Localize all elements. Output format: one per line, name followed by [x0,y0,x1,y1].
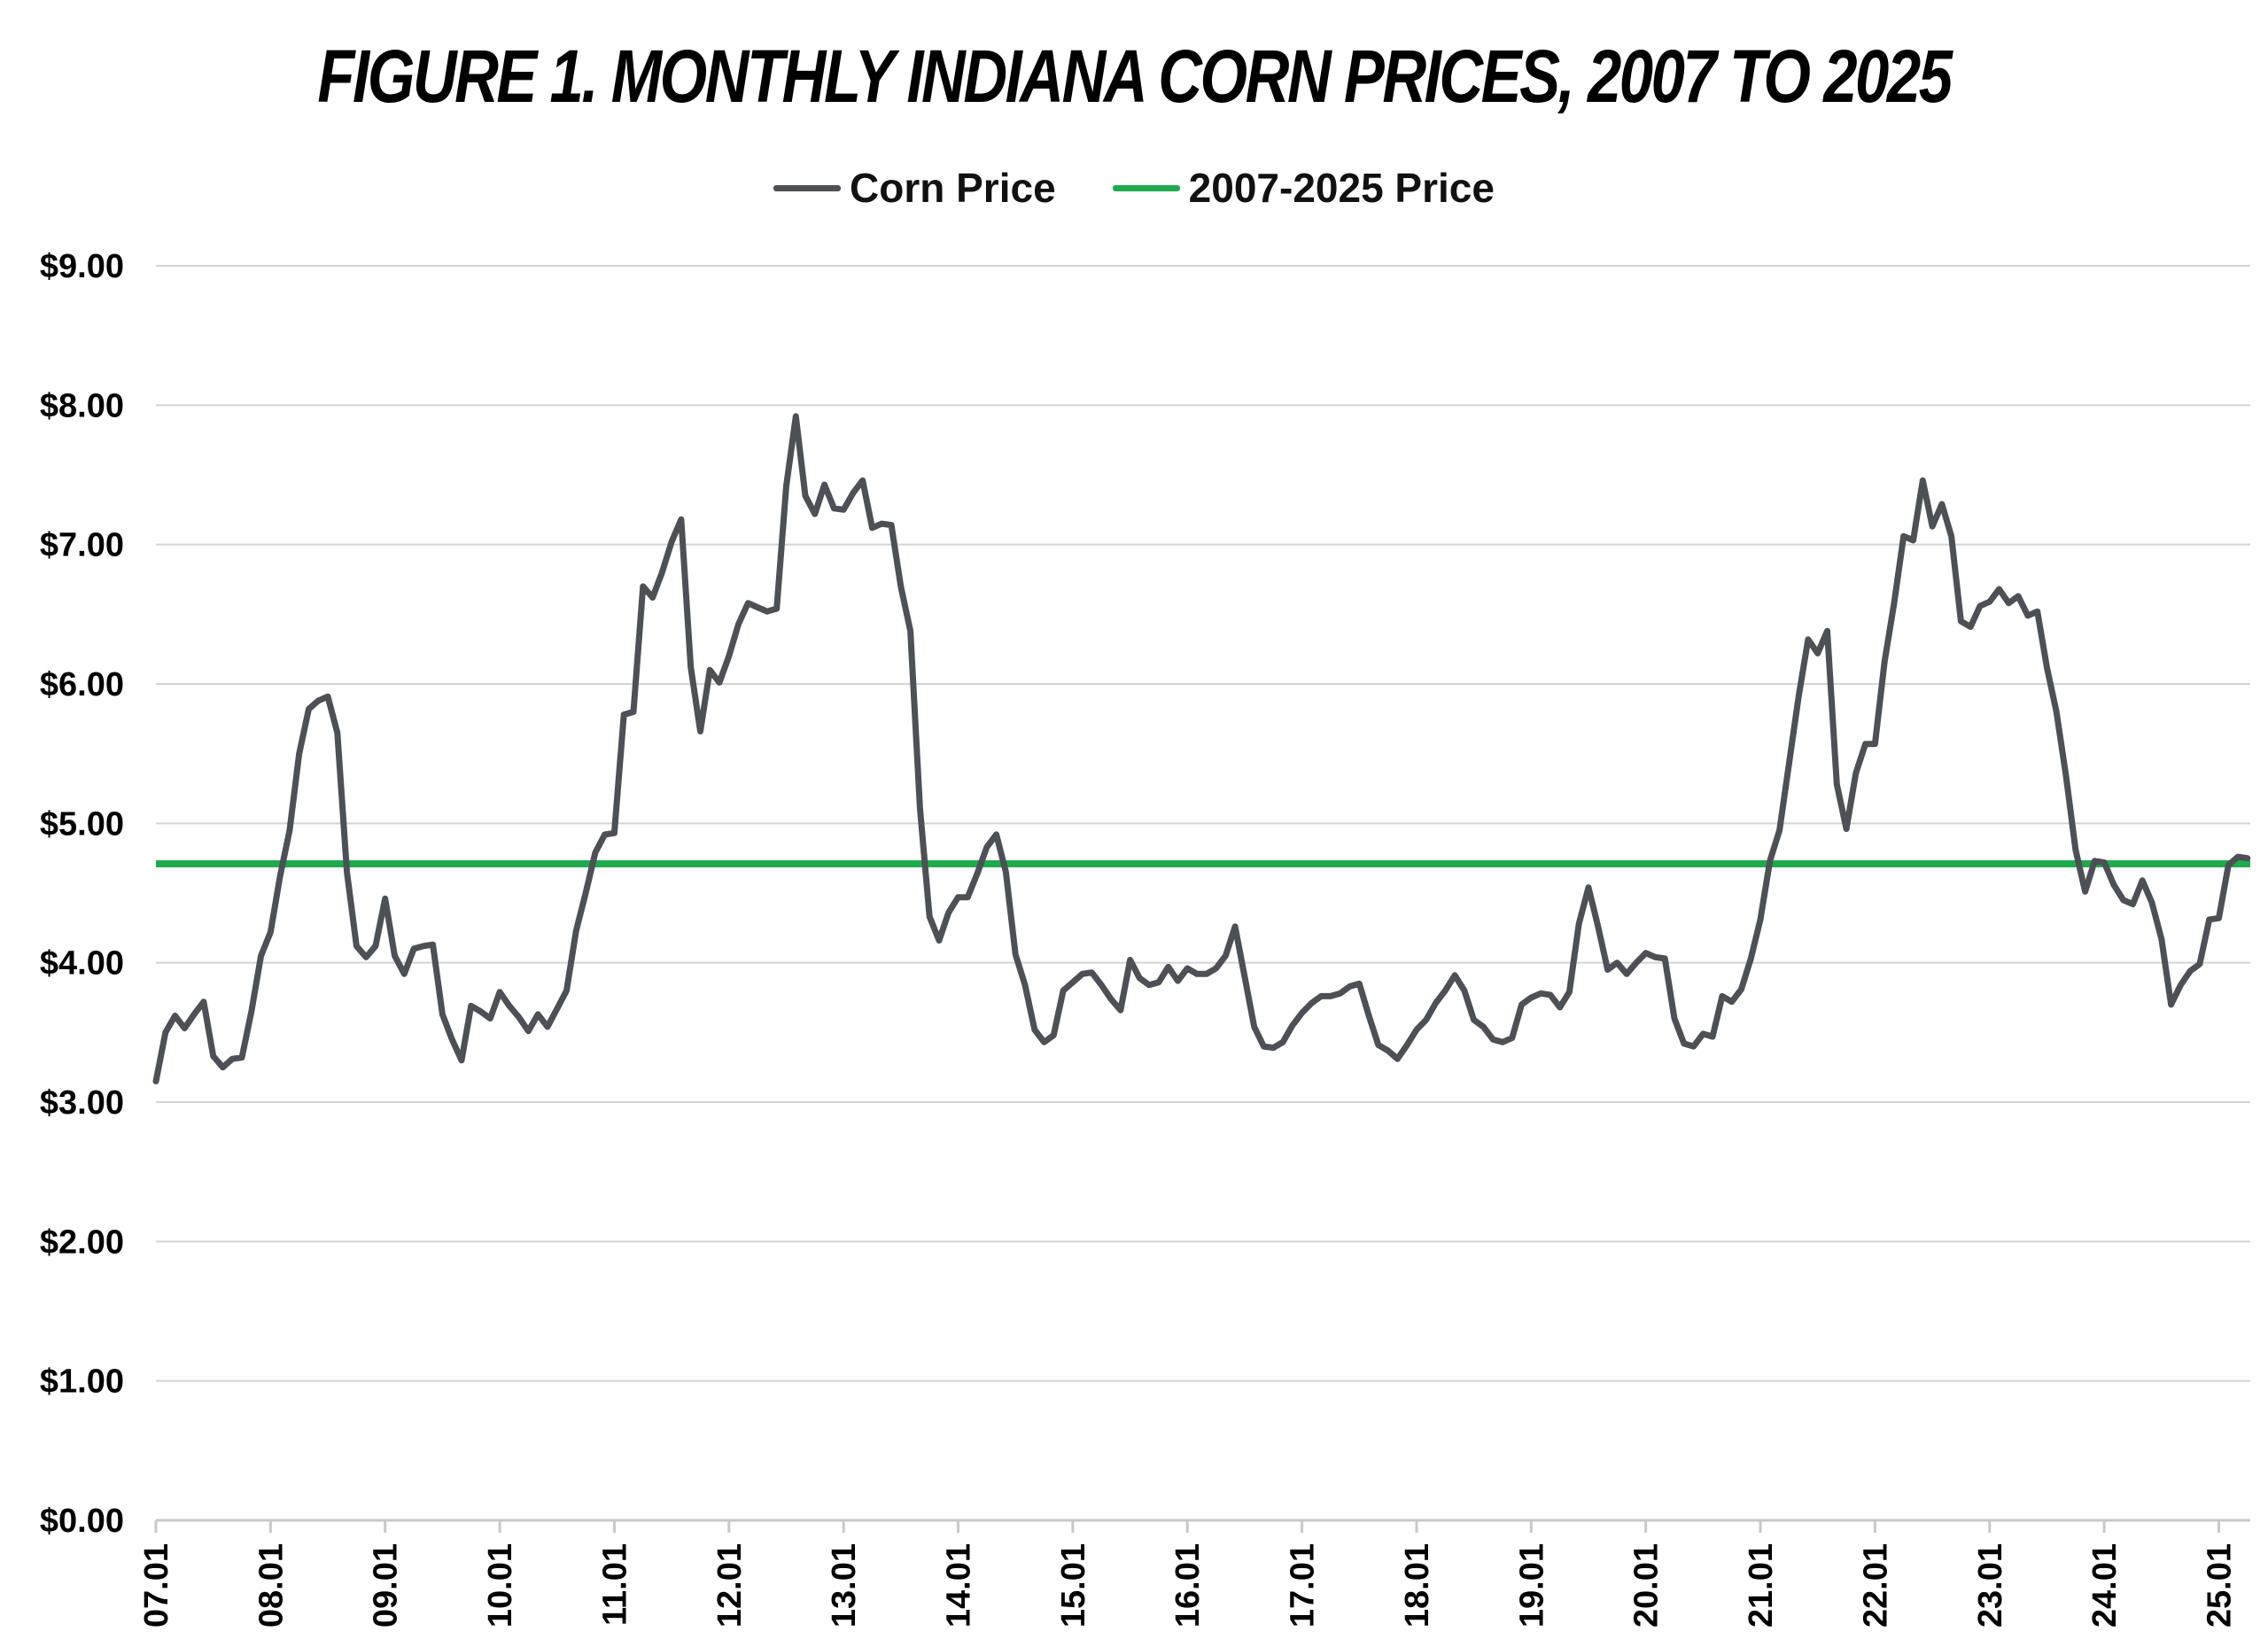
grid-lines [156,265,2250,1382]
y-tick-label: $5.00 [40,805,124,843]
x-tick-label: 13.01 [826,1543,863,1628]
y-tick-label: $1.00 [40,1363,124,1401]
axes [154,1519,2250,1533]
x-tick-label: 14.01 [941,1543,978,1628]
x-tick-label: 22.01 [1857,1543,1894,1628]
y-tick-label: $9.00 [40,248,124,285]
legend-label-average-price: 2007-2025 Price [1188,165,1495,211]
legend-swatch-corn-price [773,184,842,191]
y-tick-label: $6.00 [40,666,124,703]
x-tick-label: 17.01 [1285,1543,1322,1628]
legend-label-corn-price: Corn Price [850,165,1056,211]
tick-labels: $0.00 $1.00 $2.00 $3.00 $4.00 $5.00 $6.00 $7.00… [40,248,2239,1628]
x-tick-label: 19.01 [1513,1543,1550,1628]
y-tick-label: $3.00 [40,1084,124,1122]
x-tick-label: 12.01 [711,1543,749,1628]
x-tick-label: 15.01 [1055,1543,1092,1628]
x-tick-label: 09.01 [368,1543,405,1628]
series-line-corn-price [152,413,2251,1084]
y-tick-label: $4.00 [40,945,124,983]
x-tick-label: 24.01 [2086,1543,2124,1628]
x-tick-label: 25.01 [2201,1543,2238,1628]
x-tick-label: 11.01 [596,1543,633,1626]
legend: Corn Price 2007-2025 Price [0,164,2268,212]
series [152,413,2251,1084]
legend-swatch-average-price [1112,184,1180,191]
legend-item-corn-price: Corn Price [773,164,1056,212]
x-tick-label: 16.01 [1169,1543,1207,1628]
y-tick-label: $7.00 [40,527,124,564]
legend-item-average-price: 2007-2025 Price [1112,164,1495,212]
chart-title: FIGURE 1. MONTHLY INDIANA CORN PRICES, 2… [317,35,1953,118]
y-tick-label: $0.00 [40,1503,124,1540]
x-tick-label: 07.01 [138,1543,175,1628]
x-tick-label: 18.01 [1399,1543,1436,1628]
y-tick-label: $2.00 [40,1224,124,1261]
x-tick-label: 21.01 [1743,1543,1780,1628]
y-tick-label: $8.00 [40,387,124,424]
x-tick-label: 20.01 [1628,1543,1666,1628]
x-tick-label: 10.01 [482,1543,519,1628]
x-tick-label: 23.01 [1972,1543,2009,1628]
x-tick-label: 08.01 [252,1543,290,1628]
